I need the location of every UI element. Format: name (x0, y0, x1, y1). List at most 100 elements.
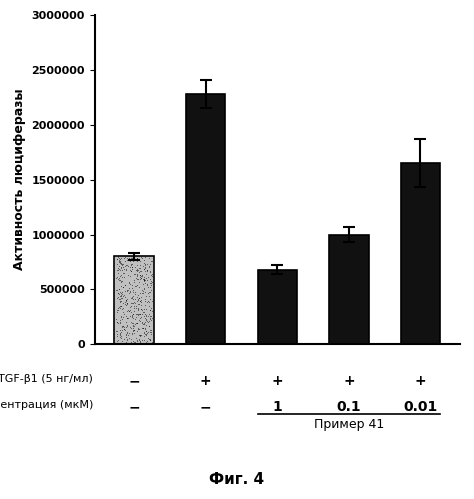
Point (133, 271, 140, 279)
Point (130, 329, 138, 337)
Point (140, 319, 148, 327)
Point (117, 329, 124, 337)
Point (124, 254, 131, 262)
Point (127, 254, 135, 262)
Point (123, 318, 130, 326)
Point (129, 339, 137, 347)
Point (146, 287, 154, 295)
Point (136, 294, 143, 302)
Point (138, 254, 146, 262)
Point (146, 314, 154, 322)
Point (126, 289, 133, 297)
Point (136, 310, 144, 318)
Point (122, 293, 129, 301)
Point (117, 289, 125, 297)
Point (117, 326, 124, 334)
Point (137, 298, 145, 306)
Point (128, 260, 136, 268)
Point (143, 276, 151, 284)
Point (138, 324, 146, 332)
Point (145, 254, 153, 262)
Point (135, 264, 143, 272)
Point (122, 261, 129, 269)
Point (122, 296, 129, 304)
Point (145, 310, 153, 318)
Point (148, 314, 156, 322)
Point (118, 278, 125, 286)
Point (119, 269, 127, 277)
Point (137, 337, 144, 345)
Point (137, 293, 145, 301)
Point (143, 291, 150, 299)
Point (144, 273, 152, 281)
Point (146, 283, 154, 291)
Point (128, 284, 136, 292)
Point (115, 335, 122, 343)
Point (116, 266, 124, 274)
Point (141, 263, 149, 271)
Point (118, 333, 125, 341)
Point (143, 265, 151, 273)
Point (119, 263, 127, 271)
Point (122, 265, 129, 273)
Text: 0.01: 0.01 (403, 400, 438, 414)
Point (146, 267, 154, 275)
Point (129, 339, 137, 347)
Point (116, 261, 123, 269)
Point (121, 300, 128, 308)
Point (119, 260, 127, 268)
Point (135, 268, 143, 276)
Point (146, 317, 153, 325)
Point (141, 272, 148, 280)
Point (119, 283, 127, 291)
Point (129, 322, 137, 330)
Point (137, 296, 145, 304)
Point (137, 309, 144, 317)
Point (123, 322, 130, 330)
Point (141, 276, 149, 284)
Point (127, 294, 135, 302)
Point (135, 266, 142, 274)
Point (144, 260, 151, 268)
Point (124, 300, 131, 308)
Point (139, 308, 147, 316)
Point (146, 328, 154, 336)
Point (126, 284, 133, 292)
Point (134, 327, 141, 335)
Point (127, 266, 135, 274)
Point (146, 305, 154, 313)
Point (126, 263, 134, 271)
Bar (186, 94, 226, 344)
Point (117, 276, 124, 284)
Point (129, 263, 137, 271)
Point (121, 280, 128, 288)
Point (118, 266, 125, 274)
Point (136, 338, 144, 346)
Point (130, 288, 137, 296)
Point (114, 275, 122, 283)
Point (137, 305, 145, 313)
Point (142, 315, 150, 323)
Point (117, 258, 124, 266)
Point (133, 254, 141, 262)
Point (118, 328, 125, 336)
Point (137, 313, 145, 321)
Point (141, 258, 148, 266)
Point (144, 283, 152, 291)
Point (148, 256, 156, 264)
Point (117, 331, 124, 339)
Point (141, 318, 149, 326)
Point (122, 323, 130, 331)
Point (139, 324, 146, 332)
Point (132, 334, 140, 342)
Point (126, 323, 134, 331)
Point (132, 310, 140, 318)
Point (146, 325, 154, 333)
Point (113, 308, 121, 316)
Point (125, 253, 133, 261)
Point (128, 267, 135, 275)
Point (135, 324, 142, 332)
Point (146, 305, 154, 313)
Point (129, 327, 137, 335)
Point (129, 292, 137, 300)
